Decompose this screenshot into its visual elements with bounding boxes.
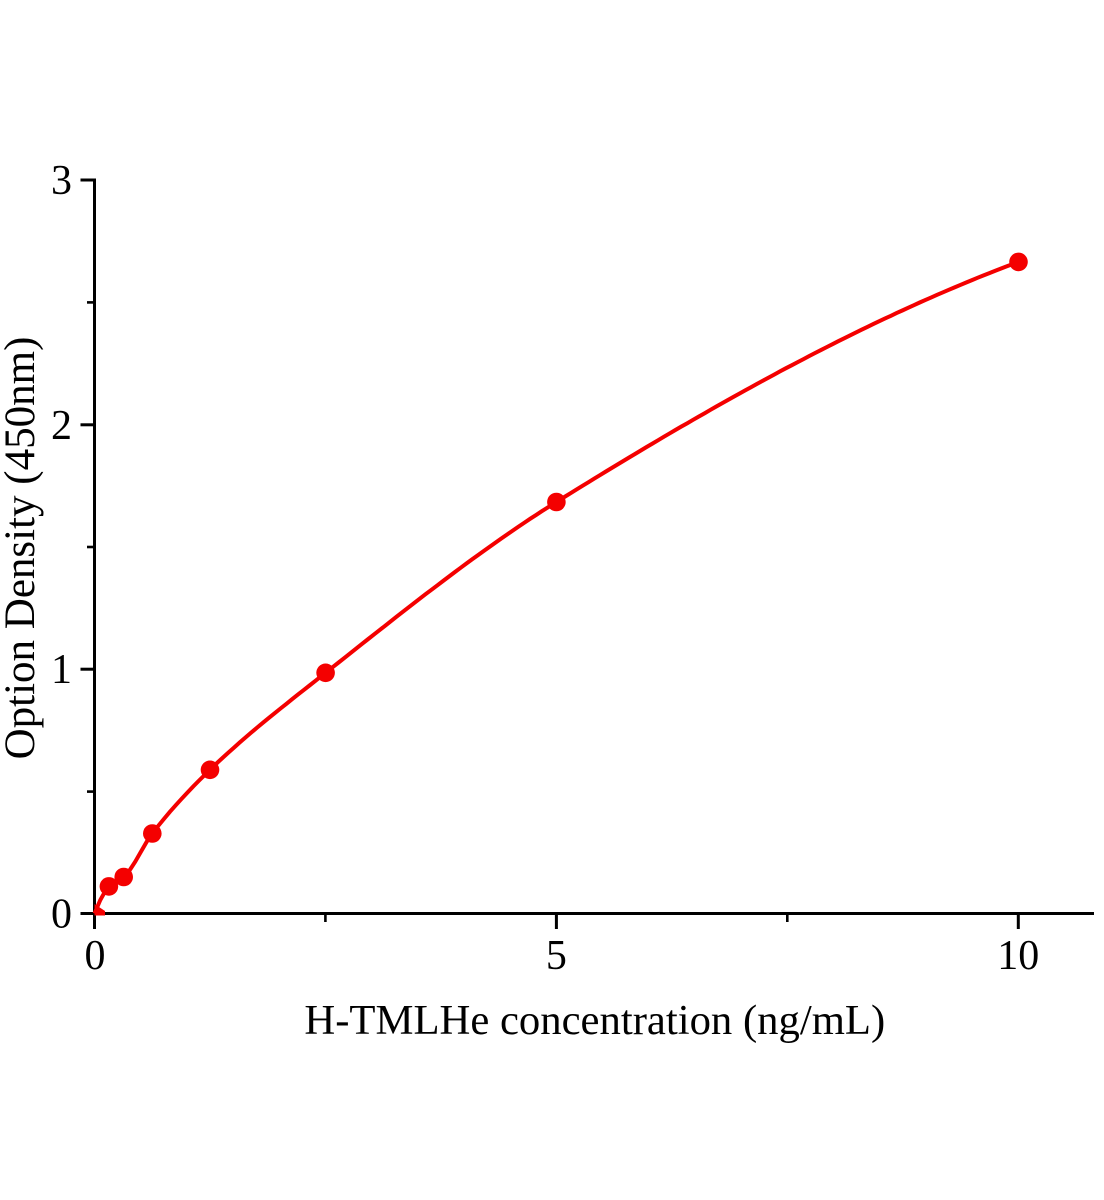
svg-text:10: 10 (997, 933, 1039, 979)
svg-text:2: 2 (51, 403, 72, 449)
svg-text:H-TMLHe concentration (ng/mL): H-TMLHe concentration (ng/mL) (304, 997, 885, 1044)
svg-text:0: 0 (85, 933, 106, 979)
svg-text:0: 0 (51, 892, 72, 938)
svg-text:Option Density (450nm): Option Density (450nm) (0, 337, 44, 760)
svg-text:1: 1 (51, 647, 72, 693)
svg-text:3: 3 (51, 158, 72, 204)
svg-text:5: 5 (546, 933, 567, 979)
